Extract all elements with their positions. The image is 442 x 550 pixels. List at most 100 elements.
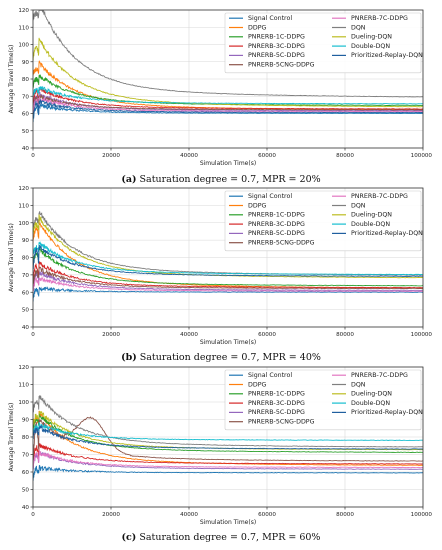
x-tick-label: 80000: [336, 153, 354, 159]
series-line-double-dqn: [33, 421, 423, 441]
legend-entry: DDPG: [248, 381, 266, 388]
x-tick-label: 60000: [258, 153, 276, 159]
legend-entry: Signal Control: [248, 193, 292, 200]
series-line-signal-control: [33, 464, 423, 481]
y-tick-label: 70: [22, 94, 30, 100]
legend: [224, 12, 422, 74]
y-tick-label: 50: [22, 488, 30, 494]
legend-entry: DDPG: [248, 202, 266, 209]
legend-entry: PNRERB-5CNG-DDPG: [248, 240, 315, 247]
y-axis-label: Average Travel Time(s): [8, 45, 15, 114]
panel-caption-tag: (c): [122, 532, 137, 543]
y-tick-label: 80: [22, 435, 30, 441]
legend-entry: Dueling-DQN: [351, 391, 392, 398]
series-line-dueling-dqn: [33, 214, 423, 279]
x-tick-label: 60000: [258, 332, 276, 338]
legend-entry: DDPG: [248, 24, 266, 31]
series-line-prioritized-replay-dqn: [33, 424, 423, 450]
legend-entry: Double-DQN: [351, 221, 390, 228]
x-tick-label: 100000: [411, 153, 433, 159]
legend-entry: PNRERB-5C-DDPG: [248, 230, 305, 237]
legend-entry: Double-DQN: [351, 400, 390, 407]
panel-caption-text: Saturation degree = 0.7, MPR = 60%: [136, 532, 320, 543]
y-tick-label: 40: [22, 325, 30, 331]
legend-entry: PNRERB-7C-DDPG: [351, 193, 408, 200]
y-tick-label: 60: [22, 470, 30, 476]
y-axis-label: Average Travel Time(s): [8, 223, 15, 292]
y-tick-label: 100: [18, 221, 29, 227]
legend-entry: Dueling-DQN: [351, 212, 392, 219]
series-line-signal-control: [33, 286, 423, 303]
legend-entry: Signal Control: [248, 372, 292, 379]
series-line-pnrerb-1c-ddpg: [33, 74, 423, 107]
y-tick-label: 80: [22, 256, 30, 262]
y-tick-label: 70: [22, 453, 30, 459]
y-tick-label: 90: [22, 60, 30, 66]
y-tick-label: 40: [22, 505, 30, 511]
y-tick-label: 120: [18, 8, 29, 14]
y-tick-label: 110: [18, 203, 29, 209]
x-tick-label: 40000: [180, 512, 198, 518]
legend-entry: DQN: [351, 381, 366, 388]
panel-caption: (b) Saturation degree = 0.7, MPR = 40%: [121, 352, 321, 363]
legend-entry: PNRERB-5CNG-DDPG: [248, 419, 315, 426]
panel-caption-text: Saturation degree = 0.7, MPR = 20%: [137, 174, 321, 185]
y-tick-label: 70: [22, 273, 30, 279]
x-tick-label: 40000: [180, 332, 198, 338]
panel-caption-tag: (b): [121, 352, 137, 363]
legend-entry: Dueling-DQN: [351, 34, 392, 41]
chart-panel-a: 40 50 60 70 80 90 100 110 120 0 20000 40000 60000 800…: [8, 8, 432, 185]
x-axis-label: Simulation Time(s): [200, 519, 256, 526]
chart-panel-b: 40 50 60 70 80 90 100 110 120 0 20000 40000 60000 800…: [8, 186, 432, 363]
panel-caption-tag: (a): [121, 174, 136, 185]
y-tick-label: 90: [22, 238, 30, 244]
x-tick-label: 100000: [411, 332, 433, 338]
legend: [224, 369, 422, 431]
legend-entry: PNRERB-5C-DDPG: [248, 409, 305, 416]
y-tick-label: 60: [22, 112, 30, 118]
series-line-dqn: [33, 211, 423, 276]
legend-entry: PNRERB-1C-DDPG: [248, 34, 305, 41]
series-line-pnrerb-3c-ddpg: [33, 443, 423, 465]
series-line-double-dqn: [33, 85, 423, 105]
series-line-pnrerb-1c-ddpg: [33, 413, 423, 453]
series-lines: [33, 395, 423, 481]
series-line-dqn: [33, 10, 423, 98]
legend: [224, 190, 422, 252]
legend-entry: PNRERB-7C-DDPG: [351, 372, 408, 379]
series-line-pnrerb-5cng-ddpg: [33, 266, 423, 290]
x-tick-label: 100000: [411, 512, 433, 518]
legend-entry: Prioritized-Replay-DQN: [351, 52, 423, 59]
x-tick-label: 0: [31, 153, 35, 159]
series-line-prioritized-replay-dqn: [33, 98, 423, 119]
y-tick-label: 90: [22, 418, 30, 424]
x-tick-label: 0: [31, 332, 35, 338]
x-tick-label: 80000: [336, 332, 354, 338]
x-tick-label: 20000: [102, 512, 120, 518]
x-axis-label: Simulation Time(s): [200, 339, 256, 346]
y-tick-label: 100: [18, 43, 29, 49]
legend-entry: DQN: [351, 202, 366, 209]
series-lines: [33, 10, 423, 123]
series-line-pnrerb-5cng-ddpg: [33, 416, 423, 466]
y-tick-label: 50: [22, 129, 30, 135]
y-tick-label: 110: [18, 25, 29, 31]
legend-entry: PNRERB-5CNG-DDPG: [248, 62, 315, 69]
legend-entry: Prioritized-Replay-DQN: [351, 230, 423, 237]
legend-entry: PNRERB-3C-DDPG: [248, 221, 305, 228]
x-tick-label: 0: [31, 512, 35, 518]
y-tick-label: 120: [18, 186, 29, 192]
series-line-dueling-dqn: [33, 410, 423, 451]
legend-entry: PNRERB-1C-DDPG: [248, 391, 305, 398]
panel-caption: (c) Saturation degree = 0.7, MPR = 60%: [122, 532, 321, 543]
series-line-pnrerb-5cng-ddpg: [33, 93, 423, 113]
legend-entry: Signal Control: [248, 15, 292, 22]
y-tick-label: 100: [18, 400, 29, 406]
panel-caption: (a) Saturation degree = 0.7, MPR = 20%: [121, 174, 320, 185]
y-tick-label: 110: [18, 383, 29, 389]
series-line-pnrerb-7c-ddpg: [33, 275, 423, 293]
x-tick-label: 60000: [258, 512, 276, 518]
x-axis-label: Simulation Time(s): [200, 160, 256, 167]
legend-entry: PNRERB-7C-DDPG: [351, 15, 408, 22]
series-line-pnrerb-7c-ddpg: [33, 449, 423, 469]
